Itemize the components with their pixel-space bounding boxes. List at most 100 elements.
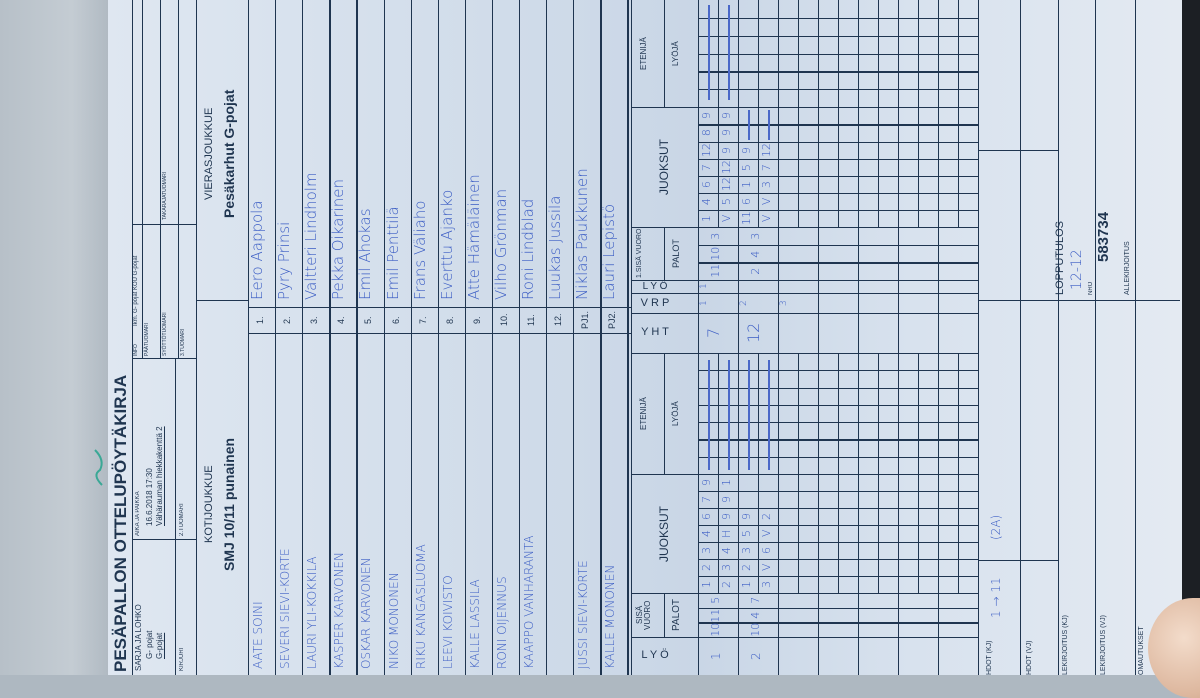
away-player-name[interactable]: Lauri Lepistö bbox=[600, 203, 619, 300]
yht-value[interactable]: 12 bbox=[744, 322, 763, 344]
away-player-name[interactable]: Valtteri Lindholm bbox=[302, 172, 321, 300]
away-sisavuoro-value[interactable]: 10 bbox=[709, 246, 722, 261]
away-juoksut-value[interactable]: 8 bbox=[700, 129, 713, 137]
home-player-name[interactable] bbox=[550, 333, 570, 679]
away-juoksut-value[interactable]: 4 bbox=[700, 197, 713, 205]
hdot-kj-note[interactable]: 1 → 11 bbox=[989, 577, 1003, 618]
home-juoksut-value[interactable]: 2 bbox=[760, 513, 773, 520]
home-juoksut-value[interactable]: 6 bbox=[700, 513, 713, 520]
vrp-value[interactable]: 1 bbox=[699, 300, 709, 306]
home-player-name[interactable]: OSKAR KARVONEN bbox=[359, 557, 374, 669]
home-juoksut-value[interactable]: H bbox=[720, 529, 733, 538]
home-player-name[interactable]: AATE SOINI bbox=[251, 601, 265, 669]
grid-line bbox=[698, 622, 738, 624]
away-juoksut-value[interactable]: 7 bbox=[700, 163, 713, 171]
home-juoksut-value[interactable]: 9 bbox=[720, 496, 733, 503]
yht-value[interactable]: 7 bbox=[704, 327, 723, 339]
home-juoksut-value[interactable]: 2 bbox=[720, 581, 733, 588]
away-player-name[interactable]: Emil Ahokas bbox=[356, 208, 375, 300]
home-lyo-value[interactable]: 1 bbox=[709, 652, 723, 660]
home-sisavuoro-value[interactable]: 10 bbox=[749, 622, 762, 637]
away-juoksut-value[interactable]: 1 bbox=[740, 180, 753, 188]
hdot-kj-note-2[interactable]: (2A) bbox=[989, 514, 1003, 540]
away-juoksut-value[interactable]: 12 bbox=[720, 160, 733, 175]
away-juoksut-value[interactable]: 5 bbox=[740, 163, 753, 171]
home-sisavuoro-value[interactable]: 4 bbox=[749, 611, 762, 619]
home-juoksut-value[interactable]: 3 bbox=[740, 547, 753, 554]
home-player-name[interactable]: LAURI YLI-KOKKILA bbox=[305, 556, 320, 669]
away-sisavuoro-value[interactable]: 2 bbox=[749, 267, 762, 275]
away-juoksut-value[interactable]: 6 bbox=[700, 180, 713, 188]
home-juoksut-value[interactable]: 1 bbox=[740, 581, 753, 588]
home-juoksut-value[interactable]: 3 bbox=[760, 581, 773, 588]
away-juoksut-value[interactable]: 3 bbox=[760, 180, 773, 188]
home-juoksut-value[interactable]: 5 bbox=[740, 530, 753, 537]
away-sisavuoro-value[interactable]: 11 bbox=[709, 264, 722, 279]
home-juoksut-value[interactable]: 3 bbox=[720, 564, 733, 571]
away-lyo-value[interactable]: 1 bbox=[699, 283, 709, 290]
away-juoksut-value[interactable]: V bbox=[720, 214, 733, 223]
away-juoksut-value[interactable]: 9 bbox=[720, 112, 733, 120]
home-juoksut-value[interactable]: 7 bbox=[700, 496, 713, 503]
away-player-name[interactable]: Niklas Paukkunen bbox=[573, 168, 592, 300]
away-player-name[interactable]: Eero Aappola bbox=[248, 200, 266, 300]
away-juoksut-value[interactable]: 9 bbox=[720, 129, 733, 137]
home-player-name[interactable]: LEEVI KOIVISTO bbox=[440, 575, 455, 669]
away-juoksut-value[interactable]: 7 bbox=[760, 163, 773, 171]
away-player-name[interactable]: Frans Väliaho bbox=[410, 200, 429, 301]
vrp-value[interactable]: 2 bbox=[739, 300, 749, 306]
away-juoksut-value[interactable]: 12 bbox=[720, 177, 733, 192]
home-juoksut-value[interactable]: 2 bbox=[740, 564, 753, 571]
away-juoksut-value[interactable]: 12 bbox=[700, 143, 713, 158]
away-juoksut-value[interactable]: 12 bbox=[760, 143, 773, 158]
home-juoksut-value[interactable]: 1 bbox=[720, 479, 733, 486]
home-juoksut-value[interactable]: 9 bbox=[700, 479, 713, 486]
home-lyo-value[interactable]: 2 bbox=[749, 652, 763, 660]
away-player-name[interactable]: Roni Lindblad bbox=[519, 198, 537, 300]
vrp-value[interactable]: 3 bbox=[779, 300, 789, 306]
away-player-name[interactable]: Pyry Prinsi bbox=[275, 221, 294, 300]
away-juoksut-value[interactable]: V bbox=[760, 197, 773, 206]
lopputulos-value[interactable]: 12-12 bbox=[1069, 249, 1085, 290]
home-player-name[interactable]: NIKO MONONEN bbox=[386, 572, 401, 669]
home-juoksut-value[interactable]: 3 bbox=[700, 547, 713, 554]
home-player-name[interactable]: RIKU KANGASLUOMA bbox=[413, 544, 428, 669]
away-player-name[interactable]: Atte Hämäläinen bbox=[464, 174, 483, 300]
home-sisavuoro-value[interactable]: 11 bbox=[709, 607, 722, 622]
home-sisavuoro-value[interactable]: 5 bbox=[709, 596, 722, 604]
home-player-name[interactable]: KASPER KARVONEN bbox=[332, 552, 347, 669]
home-juoksut-value[interactable]: V bbox=[760, 529, 773, 538]
home-player-name[interactable]: SEVERI SIEVI-KORTE bbox=[278, 548, 293, 669]
home-juoksut-value[interactable]: 4 bbox=[720, 547, 733, 554]
home-juoksut-value[interactable]: V bbox=[760, 563, 773, 572]
away-juoksut-value[interactable]: V bbox=[760, 214, 773, 223]
home-sisavuoro-value[interactable]: 7 bbox=[749, 596, 762, 604]
home-juoksut-value[interactable]: 4 bbox=[700, 530, 713, 537]
home-player-name[interactable]: KALLE MONONEN bbox=[603, 564, 618, 669]
away-player-name[interactable]: Emil Penttilä bbox=[383, 206, 402, 300]
home-player-name[interactable]: RONI OIJENNUS bbox=[494, 576, 509, 669]
home-sisavuoro-value[interactable]: 10 bbox=[709, 622, 722, 637]
home-juoksut-value[interactable]: 1 bbox=[700, 581, 713, 588]
away-player-name[interactable]: Everttu Ajanko bbox=[437, 189, 456, 300]
away-juoksut-value[interactable]: 5 bbox=[720, 197, 733, 205]
home-player-name[interactable]: KAAPPO VANHARANTA bbox=[522, 535, 536, 669]
home-juoksut-value[interactable]: 6 bbox=[760, 547, 773, 554]
away-sisavuoro-value[interactable]: 3 bbox=[749, 232, 762, 240]
away-juoksut-value[interactable]: 11 bbox=[740, 211, 753, 226]
away-juoksut-value[interactable]: 6 bbox=[740, 197, 753, 205]
away-juoksut-value[interactable]: 9 bbox=[700, 112, 713, 120]
home-juoksut-value[interactable]: 9 bbox=[740, 513, 753, 520]
away-juoksut-value[interactable]: 1 bbox=[700, 214, 713, 222]
home-juoksut-value[interactable]: 9 bbox=[720, 513, 733, 520]
away-juoksut-value[interactable]: 9 bbox=[720, 146, 733, 154]
away-sisavuoro-value[interactable]: 4 bbox=[749, 249, 762, 257]
away-player-name[interactable]: Vilho Grönman bbox=[491, 188, 510, 300]
home-player-name[interactable]: KALLE LASSILA bbox=[467, 579, 482, 669]
home-juoksut-value[interactable]: 2 bbox=[700, 564, 713, 571]
away-player-name[interactable]: Luukas Jussila bbox=[546, 195, 565, 300]
away-player-name[interactable]: Pekka Oikarinen bbox=[329, 179, 348, 300]
home-player-name[interactable]: JUSSI SIEVI-KORTE bbox=[576, 560, 591, 669]
away-juoksut-value[interactable]: 9 bbox=[740, 146, 753, 154]
away-sisavuoro-value[interactable]: 3 bbox=[709, 232, 722, 240]
